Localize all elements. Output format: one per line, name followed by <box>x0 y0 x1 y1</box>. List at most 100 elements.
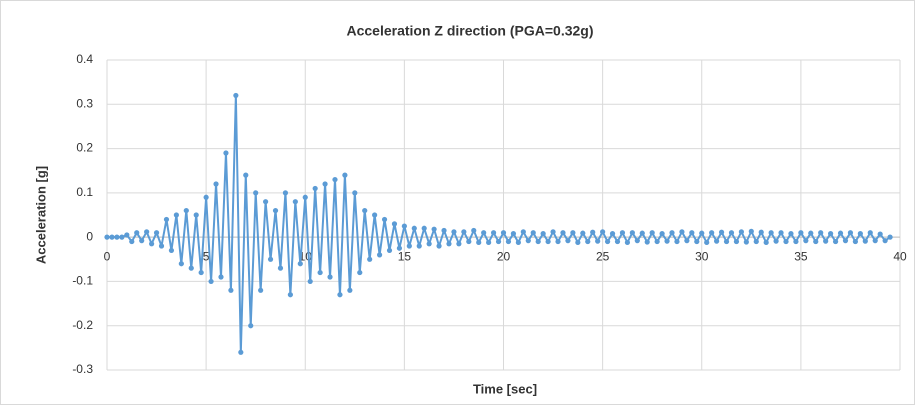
data-point <box>669 230 675 236</box>
data-point <box>773 238 779 244</box>
data-point <box>639 230 645 236</box>
data-point <box>124 232 130 238</box>
data-point <box>317 269 323 276</box>
data-point <box>381 216 388 223</box>
data-point <box>604 238 611 245</box>
data-point <box>877 231 883 237</box>
data-point <box>322 181 328 187</box>
data-point <box>798 230 804 236</box>
data-point <box>446 241 452 247</box>
data-point <box>550 229 556 235</box>
data-point <box>803 238 809 244</box>
data-point <box>545 238 551 245</box>
x-axis-label: Time [sec] <box>473 381 537 396</box>
data-point <box>476 239 482 246</box>
data-point <box>347 287 353 293</box>
data-point <box>575 239 581 246</box>
data-point <box>258 287 264 293</box>
data-point <box>709 230 715 236</box>
data-point <box>495 238 502 245</box>
y-tick-label: -0.3 <box>72 362 93 376</box>
y-tick-label: 0 <box>86 229 93 243</box>
data-point <box>312 185 318 192</box>
data-point <box>748 228 754 234</box>
data-point <box>129 238 135 245</box>
y-tick-label: 0.4 <box>76 52 93 66</box>
data-point <box>416 243 422 249</box>
data-point <box>486 239 492 246</box>
data-point <box>585 238 591 245</box>
data-point <box>421 225 427 231</box>
data-point <box>277 265 284 271</box>
data-point <box>580 230 586 236</box>
data-point <box>158 243 165 249</box>
data-point <box>852 238 858 245</box>
data-point <box>263 199 269 205</box>
data-point <box>367 256 373 262</box>
data-point <box>867 230 873 236</box>
data-point <box>134 230 140 236</box>
data-point <box>788 231 794 237</box>
data-point <box>699 230 705 236</box>
data-point <box>510 231 517 237</box>
data-point <box>664 238 670 244</box>
data-point <box>441 227 447 234</box>
data-point <box>173 212 179 218</box>
data-point <box>168 247 175 254</box>
data-point <box>471 227 477 234</box>
data-point <box>119 234 125 240</box>
data-point <box>292 199 298 205</box>
data-point <box>183 207 189 214</box>
x-tick-label: 20 <box>497 249 511 263</box>
data-point <box>714 238 720 244</box>
data-point <box>728 230 735 236</box>
chart-title: Acceleration Z direction (PGA=0.32g) <box>346 23 593 39</box>
plot-area <box>104 92 893 355</box>
data-point <box>228 287 234 293</box>
y-axis-label: Acceleration [g] <box>33 166 48 264</box>
data-point <box>396 245 403 251</box>
data-point <box>753 238 759 245</box>
y-tick-label: 0.2 <box>76 141 93 155</box>
data-point <box>842 238 849 244</box>
data-point <box>193 212 199 218</box>
y-tick-label: 0.1 <box>76 185 93 199</box>
data-point <box>609 231 616 237</box>
data-point <box>525 238 531 244</box>
data-point <box>763 239 769 246</box>
data-point <box>114 234 120 240</box>
data-point <box>768 230 774 236</box>
data-point <box>649 230 655 236</box>
data-point <box>758 229 764 235</box>
data-point <box>738 229 745 235</box>
data-point <box>213 181 219 187</box>
data-point <box>391 221 398 227</box>
data-point <box>570 230 576 236</box>
data-point <box>253 190 259 196</box>
data-point <box>808 230 814 236</box>
data-point <box>386 247 393 254</box>
data-point <box>436 243 442 249</box>
data-point <box>104 234 110 240</box>
data-point <box>178 261 184 267</box>
y-tick-label: -0.2 <box>72 318 93 332</box>
data-point <box>847 230 854 236</box>
data-point <box>600 229 606 235</box>
data-point <box>307 278 313 285</box>
grid: -0.3-0.2-0.100.10.20.30.40 5 10 15 20 25 30 35 4… <box>72 52 907 376</box>
data-point <box>456 241 462 247</box>
data-point <box>723 238 730 245</box>
data-point <box>520 229 526 235</box>
data-point <box>832 238 839 245</box>
x-tick-label: 40 <box>893 249 907 263</box>
data-point <box>466 238 472 245</box>
data-point <box>203 194 209 200</box>
data-point <box>629 230 635 236</box>
data-point <box>679 229 685 235</box>
data-point <box>282 190 289 196</box>
data-point <box>823 238 829 244</box>
data-point <box>327 274 333 280</box>
data-point <box>535 238 541 245</box>
data-point <box>783 238 789 245</box>
data-point <box>490 230 497 236</box>
